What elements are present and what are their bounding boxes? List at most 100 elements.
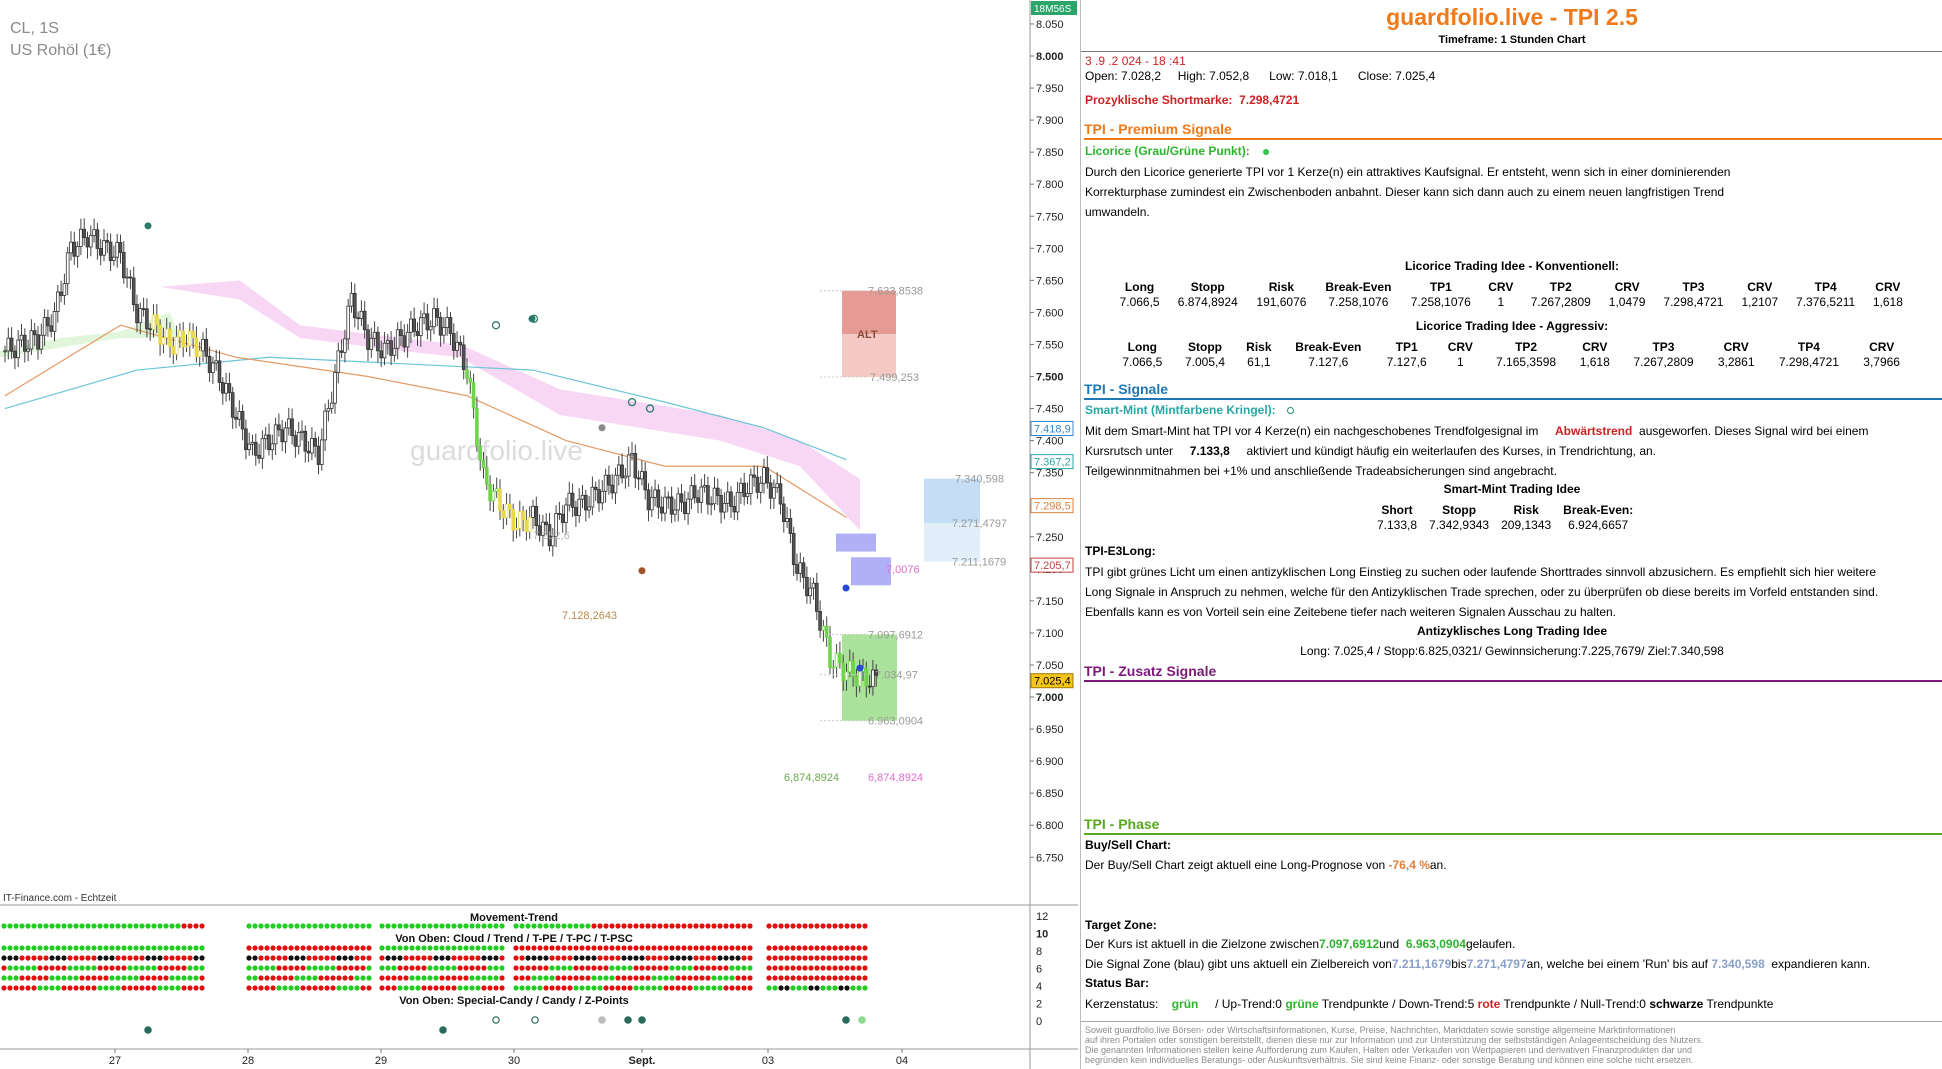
trend-dot [169, 975, 175, 981]
trend-dot [91, 955, 97, 961]
trend-dot [25, 923, 31, 929]
price-tick-label: 7.950 [1036, 83, 1064, 95]
trend-dot [615, 985, 621, 991]
candle-body [607, 474, 611, 486]
price-label: 7.252,6 [533, 530, 570, 542]
candle-body [445, 317, 449, 328]
trend-dot [717, 965, 723, 971]
candle-body [85, 237, 90, 248]
candle-body [75, 246, 80, 257]
trend-dot [531, 955, 537, 961]
trend-dot [525, 975, 531, 981]
trend-dot [427, 955, 433, 961]
trend-dot [537, 945, 543, 951]
trend-dot [433, 923, 439, 929]
trend-dot [1, 923, 7, 929]
trend-dot [199, 923, 205, 929]
trend-dot [109, 923, 115, 929]
trend-dot [85, 985, 91, 991]
trend-dot [127, 945, 133, 951]
trend-dot [519, 985, 525, 991]
trend-dot [360, 923, 366, 929]
trend-dot [687, 965, 693, 971]
candle-body [471, 382, 476, 409]
candle-body [184, 345, 189, 348]
trend-dot [790, 923, 796, 929]
trend-dot [693, 975, 699, 981]
trend-dot [258, 975, 264, 981]
candle-body [313, 438, 317, 447]
candle-body [643, 471, 647, 491]
trend-dot [157, 985, 163, 991]
trend-dot [850, 955, 856, 961]
konv-header: CRV [1747, 279, 1773, 294]
trend-dot [67, 955, 73, 961]
trend-dot [61, 985, 67, 991]
trend-dot [645, 965, 651, 971]
trend-dot [415, 985, 421, 991]
trend-dot [31, 955, 37, 961]
candle-body [227, 383, 232, 394]
ohlc-close: Close: 7.025,4 [1357, 69, 1436, 83]
trend-dot [621, 955, 627, 961]
price-tick-label: 7.450 [1036, 404, 1064, 416]
candle-body [399, 329, 403, 337]
candle-body [617, 464, 621, 476]
aggr-header: Break-Even [1295, 339, 1362, 354]
trend-dot [693, 945, 699, 951]
candle-body [323, 410, 327, 441]
trend-dot [270, 945, 276, 951]
trend-dot [481, 975, 487, 981]
date-label: 04 [896, 1055, 908, 1067]
aggr-cell: 7.005,4 [1184, 354, 1226, 369]
price-tick-label: 7.650 [1036, 275, 1064, 287]
trend-dot [246, 965, 252, 971]
indicator-axis-label: 10 [1036, 929, 1048, 941]
smart-mint-circle [491, 321, 501, 330]
trend-dot [403, 955, 409, 961]
trend-dot [31, 923, 37, 929]
trend-dot [699, 923, 705, 929]
trend-dot [651, 965, 657, 971]
trend-dot [421, 955, 427, 961]
trend-dot [645, 975, 651, 981]
candle-body [673, 509, 677, 515]
candle-body [108, 241, 113, 261]
trend-dot [276, 923, 282, 929]
trend-dot [19, 923, 25, 929]
candle-body [253, 441, 258, 456]
trend-dot [385, 923, 391, 929]
e3-idea-title: Antizyklisches Long Trading Idee [1416, 624, 1608, 638]
aggr-cell: 3,7966 [1863, 354, 1900, 369]
candle-body [135, 304, 139, 324]
trend-dot [246, 975, 252, 981]
candle-body [422, 313, 426, 319]
trend-dot [669, 985, 675, 991]
mint-cell: 209,1343 [1501, 517, 1552, 532]
trend-dot [615, 945, 621, 951]
candle-body [739, 482, 743, 493]
trend-dot [121, 965, 127, 971]
price-tick-label: 6.750 [1036, 852, 1064, 864]
trend-dot [342, 975, 348, 981]
trend-dot [360, 955, 366, 961]
trend-dot [555, 923, 561, 929]
trend-dot [115, 923, 121, 929]
mint-line-1: Mit dem Smart-Mint hat TPI vor 4 Kerze(n… [1085, 424, 1869, 438]
trend-dot [814, 945, 820, 951]
trend-dot [711, 945, 717, 951]
trend-dot [457, 945, 463, 951]
chart-panel[interactable]: guardfolio.live 8.050 8.000 7.950 7.900 7.850… [0, 0, 1078, 1069]
candle-body [46, 317, 50, 327]
trend-dot [543, 965, 549, 971]
trend-dot [543, 945, 549, 951]
countdown-box [1031, 1, 1077, 15]
trend-dot [67, 945, 73, 951]
price-chart[interactable]: guardfolio.live 8.050 8.000 7.950 7.900 7.850… [0, 0, 1078, 1069]
trend-dot [348, 955, 354, 961]
trend-dot [469, 955, 475, 961]
trend-dot [832, 955, 838, 961]
candle-body [141, 308, 146, 310]
trend-dot [493, 923, 499, 929]
trend-dot [832, 985, 838, 991]
